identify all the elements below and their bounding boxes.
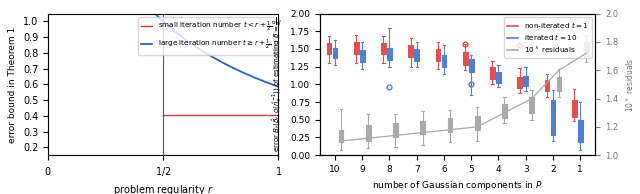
PathPatch shape xyxy=(490,67,495,79)
PathPatch shape xyxy=(550,100,556,135)
PathPatch shape xyxy=(381,43,386,54)
PathPatch shape xyxy=(468,59,474,72)
PathPatch shape xyxy=(447,118,452,132)
PathPatch shape xyxy=(584,42,589,56)
PathPatch shape xyxy=(463,52,468,65)
X-axis label: number of Gaussian components in $P$: number of Gaussian components in $P$ xyxy=(372,179,543,192)
PathPatch shape xyxy=(529,97,534,113)
PathPatch shape xyxy=(442,55,447,67)
Y-axis label: error $B_t(\hat{\beta}_t, g(\hat{n}_t^{-1}))$ of estimating $\beta = \frac{\alph: error $B_t(\hat{\beta}_t, g(\hat{n}_t^{-… xyxy=(270,17,285,152)
Legend: non-iterated $t=1$, iterated $t=10$, $10^\wedge$ residuals: non-iterated $t=1$, iterated $t=10$, $10… xyxy=(504,17,591,58)
PathPatch shape xyxy=(545,80,549,92)
PathPatch shape xyxy=(436,49,440,61)
PathPatch shape xyxy=(326,43,332,54)
PathPatch shape xyxy=(408,45,413,57)
PathPatch shape xyxy=(517,77,522,88)
PathPatch shape xyxy=(387,48,392,60)
X-axis label: problem regularity $r$: problem regularity $r$ xyxy=(113,184,214,194)
PathPatch shape xyxy=(524,76,528,86)
PathPatch shape xyxy=(354,42,358,54)
PathPatch shape xyxy=(333,48,337,58)
PathPatch shape xyxy=(360,50,365,62)
PathPatch shape xyxy=(496,72,501,83)
Y-axis label: error bound in Theorem 1: error bound in Theorem 1 xyxy=(8,26,17,143)
PathPatch shape xyxy=(420,121,425,134)
PathPatch shape xyxy=(502,104,507,118)
PathPatch shape xyxy=(572,100,577,117)
PathPatch shape xyxy=(339,130,344,142)
PathPatch shape xyxy=(414,49,419,61)
PathPatch shape xyxy=(393,123,398,137)
Y-axis label: $10^\wedge$ residuals: $10^\wedge$ residuals xyxy=(624,57,635,112)
PathPatch shape xyxy=(557,77,561,92)
PathPatch shape xyxy=(366,126,371,141)
PathPatch shape xyxy=(578,120,582,142)
Legend: small iteration number $t < r+\frac{1}{2}$, large iteration number $t \geq r+\fr: small iteration number $t < r+\frac{1}{2… xyxy=(138,17,275,55)
PathPatch shape xyxy=(475,116,479,130)
